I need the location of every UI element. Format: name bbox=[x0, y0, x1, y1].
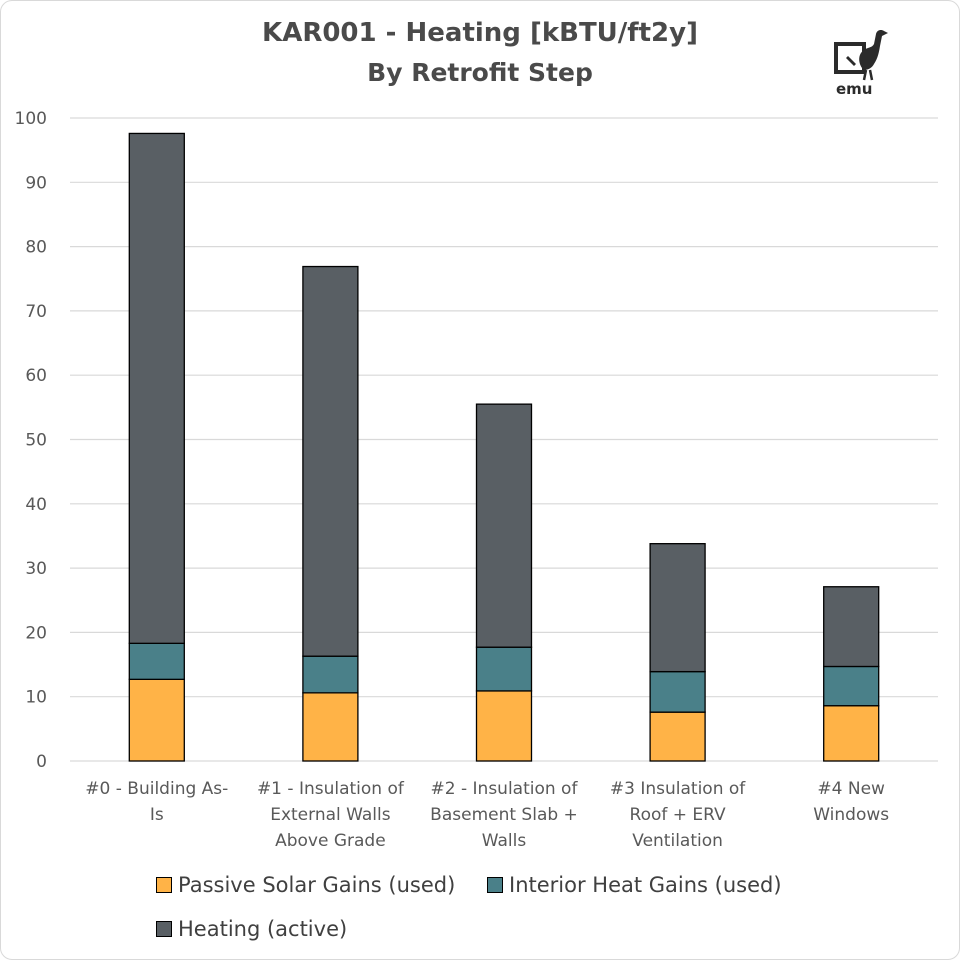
y-tick-label: 80 bbox=[25, 238, 47, 258]
bar-interior-heat-4 bbox=[823, 665, 880, 707]
bar-heating-1 bbox=[302, 265, 359, 657]
legend-label-interior-heat: Interior Heat Gains (used) bbox=[509, 873, 782, 897]
bar-interior-heat-3 bbox=[649, 670, 706, 713]
chart-title: KAR001 - Heating [kBTU/ft2y] bbox=[262, 18, 698, 48]
chart-subtitle: By Retrofit Step bbox=[367, 58, 593, 87]
bar-interior-heat-0 bbox=[128, 642, 185, 680]
y-tick-label: 20 bbox=[25, 623, 47, 643]
bar-heating-3 bbox=[649, 543, 706, 673]
bar-passive-solar-2 bbox=[475, 690, 533, 762]
bar-heating-0 bbox=[128, 132, 185, 644]
legend-swatch-interior-heat bbox=[487, 877, 503, 893]
x-tick-label: Is bbox=[150, 805, 164, 825]
x-tick-label: #0 - Building As- bbox=[85, 779, 228, 799]
legend-label-heating: Heating (active) bbox=[178, 917, 348, 941]
x-tick-label: #1 - Insulation of bbox=[257, 779, 405, 799]
bar-passive-solar-4 bbox=[823, 705, 880, 762]
bar-interior-heat-1 bbox=[302, 655, 359, 694]
y-tick-label: 40 bbox=[25, 495, 47, 515]
legend-item-interior-heat: Interior Heat Gains (used) bbox=[487, 873, 782, 897]
logo-text: emu bbox=[836, 80, 873, 98]
y-tick-label: 70 bbox=[25, 302, 47, 322]
y-tick-label: 10 bbox=[25, 688, 47, 708]
bar-interior-heat-2 bbox=[475, 646, 533, 692]
x-tick-label: #2 - Insulation of bbox=[431, 779, 579, 799]
y-tick-label: 30 bbox=[25, 559, 47, 579]
x-tick-label: Roof + ERV bbox=[630, 805, 727, 825]
x-tick-label: #4 New bbox=[817, 779, 885, 799]
x-tick-label: #3 Insulation of bbox=[610, 779, 746, 799]
bar-heating-2 bbox=[475, 403, 533, 648]
bar-passive-solar-1 bbox=[302, 692, 359, 762]
x-tick-label: Windows bbox=[813, 805, 889, 825]
bar-passive-solar-3 bbox=[649, 711, 706, 762]
x-tick-label: Ventilation bbox=[632, 831, 723, 851]
y-tick-label: 90 bbox=[25, 173, 47, 193]
bar-passive-solar-0 bbox=[128, 678, 185, 762]
legend-item-heating: Heating (active) bbox=[156, 917, 347, 941]
x-tick-label: Basement Slab + bbox=[430, 805, 578, 825]
legend-swatch-heating bbox=[156, 921, 172, 937]
legend-item-passive-solar: Passive Solar Gains (used) bbox=[156, 873, 455, 897]
y-tick-label: 50 bbox=[25, 431, 47, 451]
legend-swatch-passive-solar bbox=[156, 877, 172, 893]
x-tick-label: Walls bbox=[482, 831, 527, 851]
bar-heating-4 bbox=[823, 586, 880, 668]
x-tick-label: External Walls bbox=[270, 805, 391, 825]
y-tick-label: 60 bbox=[25, 366, 47, 386]
legend-label-passive-solar: Passive Solar Gains (used) bbox=[178, 873, 456, 897]
emu-logo-icon bbox=[834, 30, 888, 81]
y-tick-label: 100 bbox=[15, 109, 47, 129]
x-tick-label: Above Grade bbox=[275, 831, 386, 851]
y-tick-label: 0 bbox=[36, 752, 47, 772]
